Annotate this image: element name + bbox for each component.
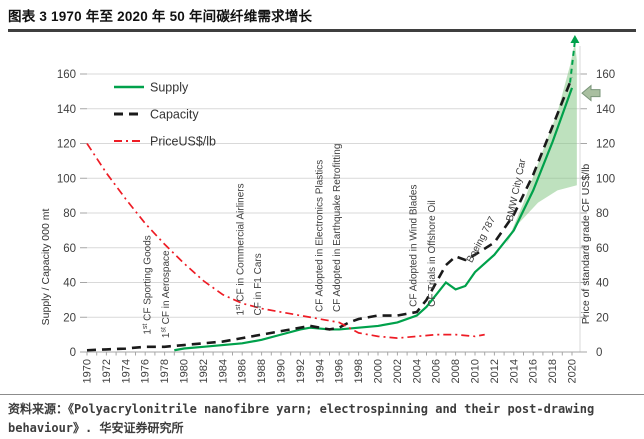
x-tick-label: 1984 <box>217 359 229 383</box>
legend-item-priceus-lb: PriceUS$/lb <box>114 134 216 148</box>
y-right-tick-label: 0 <box>596 347 602 359</box>
event-annotation: CF Trials in Offshore Oil <box>427 200 438 307</box>
source-line-1: 资料来源：《Polyacrylonitrile nanofibre yarn; … <box>8 401 595 416</box>
y-left-tick-label: 20 <box>63 312 76 324</box>
y-left-tick-label: 40 <box>63 277 76 289</box>
x-tick-label: 2006 <box>431 359 443 383</box>
event-annotation: CF in F1 Cars <box>253 253 264 315</box>
capacity-line <box>86 76 574 352</box>
x-tick-label: 1992 <box>295 359 307 383</box>
supply-projection-line <box>569 40 576 83</box>
x-tick-label: 2002 <box>392 359 404 383</box>
x-tick-label: 2014 <box>508 359 520 383</box>
x-tick-label: 1990 <box>276 359 288 383</box>
event-annotation: CF Adopted in Earthquake Retrofitting <box>332 143 343 311</box>
chart-area: 0 20 40 60 80 100 120 140 160 0 20 40 60 80 100 120 140 1… <box>0 32 644 394</box>
x-tick-label: 1988 <box>256 359 268 383</box>
x-tick-label: 1980 <box>179 359 191 383</box>
x-tick-label: 1972 <box>101 359 113 383</box>
demand-growth-chart: 0 20 40 60 80 100 120 140 160 0 20 40 60 80 100 120 140 1… <box>40 34 615 383</box>
y-right-tick-label: 140 <box>596 103 615 115</box>
figure-title: 图表 3 1970 年至 2020 年 50 年间碳纤维需求增长 <box>8 9 313 24</box>
event-annotation: CF Adopted in Wind Blades <box>408 184 419 306</box>
x-tick-label: 2004 <box>411 359 423 383</box>
x-tick-label: 1978 <box>159 359 171 383</box>
y-left-tick-label: 120 <box>57 138 76 150</box>
x-tick-label: 2010 <box>470 359 482 383</box>
y-left-tick-label: 60 <box>63 242 76 254</box>
source-line-2: behaviour》. 华安证券研究所 <box>8 421 184 436</box>
left-arrow-icon <box>581 84 601 102</box>
figure-header: 图表 3 1970 年至 2020 年 50 年间碳纤维需求增长 <box>0 0 644 32</box>
x-tick-label: 2008 <box>450 359 462 383</box>
x-tick-label: 1976 <box>140 359 152 383</box>
y-left-axis-title: Supply / Capacity 000 mt <box>40 208 52 325</box>
event-annotation: 1st CF Sporting Goods <box>142 235 154 334</box>
y-left-tick-label: 0 <box>70 347 76 359</box>
legend-item-supply: Supply <box>114 80 189 94</box>
y-right-tick-label: 120 <box>596 138 615 150</box>
x-tick-label: 2016 <box>528 359 540 383</box>
y-left-tick-label: 80 <box>63 208 76 220</box>
x-tick-label: 1974 <box>120 359 132 383</box>
x-tick-label: 2012 <box>489 359 501 383</box>
x-tick-label: 1970 <box>82 359 94 383</box>
event-annotation: CF Adopted in Electronics Plastics <box>314 159 325 311</box>
y-right-tick-label: 60 <box>596 242 609 254</box>
up-arrow-icon <box>570 34 580 43</box>
x-tick-label: 1986 <box>237 359 249 383</box>
legend-label: PriceUS$/lb <box>150 134 216 148</box>
y-right-axis-title: Price of standard grade CF US$/lb <box>580 163 592 324</box>
event-annotation: Boeing 787 <box>465 214 499 264</box>
x-tick-label: 1998 <box>353 359 365 383</box>
forecast-band <box>506 42 577 244</box>
x-tick-label: 2000 <box>373 359 385 383</box>
x-tick-label: 1996 <box>334 359 346 383</box>
source-footer: 资料来源：《Polyacrylonitrile nanofibre yarn; … <box>0 393 644 439</box>
supply-line <box>174 87 574 351</box>
y-left-tick-label: 100 <box>57 173 76 185</box>
x-tick-label: 2020 <box>567 359 579 383</box>
y-right-tick-label: 160 <box>596 69 615 81</box>
event-annotation: 1st CF in Aerospace <box>161 249 173 337</box>
legend-item-capacity: Capacity <box>114 107 199 121</box>
event-annotation: 1st CF in Commercial Airliners <box>235 183 247 315</box>
y-right-tick-label: 40 <box>596 277 609 289</box>
x-tick-label: 1994 <box>314 359 326 383</box>
y-right-tick-label: 80 <box>596 208 609 220</box>
title-divider <box>8 29 636 32</box>
y-left-tick-label: 160 <box>57 69 76 81</box>
y-left-tick-label: 140 <box>57 103 76 115</box>
legend-label: Capacity <box>150 107 199 121</box>
legend-label: Supply <box>150 80 189 94</box>
y-right-tick-label: 20 <box>596 312 609 324</box>
y-right-tick-label: 100 <box>596 173 615 185</box>
x-tick-label: 2018 <box>547 359 559 383</box>
x-tick-label: 1982 <box>198 359 210 383</box>
